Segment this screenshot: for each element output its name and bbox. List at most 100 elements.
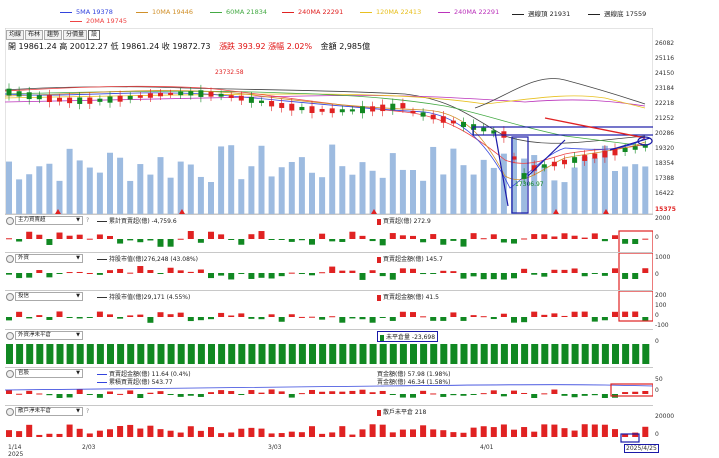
panel-close-icon[interactable] <box>6 254 14 263</box>
indicator-bar <box>117 317 124 319</box>
x-label-feb: 2/03 <box>82 444 96 451</box>
volume-bar <box>238 179 245 214</box>
candle-body <box>248 96 254 103</box>
candle-body <box>339 109 345 113</box>
panel-close-icon[interactable] <box>6 407 14 416</box>
indicator-select[interactable]: 散戶淨未平倉 ▼ <box>15 407 83 416</box>
indicator-bar <box>329 391 336 394</box>
oi-bar <box>612 344 619 364</box>
volume-bar <box>298 157 305 214</box>
oi-bar <box>541 344 549 364</box>
indicator-bar <box>147 317 154 323</box>
annotation-red-trend <box>544 117 646 139</box>
oi-bar <box>137 344 145 364</box>
indicator-bar <box>177 394 184 397</box>
legend-240ma: 240MA 22291 <box>282 8 343 16</box>
candle-body <box>450 120 456 124</box>
indicator-bar <box>541 273 548 277</box>
help-icon[interactable]: ? <box>86 408 90 415</box>
indicator-bar <box>399 268 406 273</box>
indicator-select[interactable]: 投信 ▼ <box>15 292 83 301</box>
candle-body <box>582 155 588 161</box>
tab-settings[interactable]: 設 <box>88 30 101 40</box>
indicator-bar <box>187 317 194 322</box>
tab-bollinger[interactable]: 布林 <box>25 30 44 40</box>
volume-bar <box>228 145 235 214</box>
indicator-bar <box>551 389 558 394</box>
indicator-bar <box>632 239 639 245</box>
oi-bar <box>6 344 13 364</box>
indicator-bar <box>167 430 174 437</box>
indicator-bar <box>228 273 235 280</box>
indicator-bar <box>6 273 12 275</box>
indicator-bar <box>258 273 265 278</box>
legend-10ma: 10MA 19446 <box>136 8 193 16</box>
candle-body <box>26 92 32 100</box>
indicator-bar <box>248 317 255 319</box>
legend-5ma: 5MA 19378 <box>60 8 113 16</box>
indicator-bar <box>177 238 184 240</box>
indicator-bar <box>238 428 245 437</box>
indicator-bar <box>399 235 406 239</box>
indicator-bar <box>480 238 487 240</box>
week-top-peak <box>474 78 646 109</box>
oi-bar <box>56 344 64 364</box>
candle-body <box>410 110 416 114</box>
candle-body <box>370 106 376 112</box>
candle-body <box>541 164 547 168</box>
volume-bar <box>551 180 558 214</box>
event-markers <box>55 209 609 214</box>
volume-bar <box>36 166 43 214</box>
volume-bar <box>440 174 447 214</box>
oi-bar <box>450 344 458 364</box>
legend-120ma: 120MA 22413 <box>360 8 421 16</box>
indicator-bar <box>339 270 346 273</box>
indicator-select[interactable]: 外資 ▼ <box>15 254 83 263</box>
help-icon[interactable]: ? <box>86 217 90 224</box>
indicator-bar <box>309 316 315 318</box>
indicator-bar <box>399 311 406 317</box>
indicator-bar <box>551 269 558 273</box>
candle-body <box>127 95 133 100</box>
indicator-bar <box>258 231 265 239</box>
panel-close-icon[interactable] <box>6 331 14 340</box>
indicator-bar <box>66 272 73 274</box>
volume-bar <box>218 146 225 214</box>
close-value: 收 19872.73 <box>161 42 211 51</box>
indicator-bar <box>208 317 214 320</box>
oi-bar <box>147 344 155 364</box>
oi-bar <box>298 344 306 364</box>
panel-close-icon[interactable] <box>6 369 14 378</box>
main-price-chart[interactable]: 23732.58 17306.97 <box>5 28 653 214</box>
tab-ma[interactable]: 均線 <box>6 30 25 40</box>
tab-trend[interactable]: 趨勢 <box>44 30 63 40</box>
annotation-circle <box>637 136 653 146</box>
candle-body <box>269 100 275 107</box>
indicator-bar <box>238 239 245 245</box>
indicator-bar <box>127 424 134 437</box>
indicator-bar <box>359 235 366 239</box>
indicator-bar <box>632 391 639 394</box>
indicator-bar <box>16 239 23 242</box>
indicator-select[interactable]: 外資淨未平倉 ▼ <box>15 331 83 340</box>
candle-body <box>188 91 194 96</box>
indicator-select[interactable]: 主力買賣超 ▼ <box>15 216 83 225</box>
volume-bar <box>531 155 538 214</box>
tab-volume-profile[interactable]: 分價量 <box>63 30 88 40</box>
indicator-bar <box>399 429 406 437</box>
candle-body <box>198 90 204 97</box>
candle-body <box>67 97 73 104</box>
oi-bar <box>329 344 337 364</box>
indicator-bar <box>96 311 103 317</box>
volume-bar <box>541 165 548 214</box>
indicator-select[interactable]: 官股 ▼ <box>15 369 83 378</box>
panel-close-icon[interactable] <box>6 292 14 301</box>
indicator-bar <box>66 424 73 437</box>
indicator-bar <box>591 317 598 322</box>
indicator-bar <box>339 239 346 242</box>
indicator-bar <box>288 272 295 274</box>
candle-body <box>511 156 517 160</box>
volume-bar <box>137 164 144 214</box>
panel-close-icon[interactable] <box>6 216 14 225</box>
volume-bar <box>450 148 457 214</box>
